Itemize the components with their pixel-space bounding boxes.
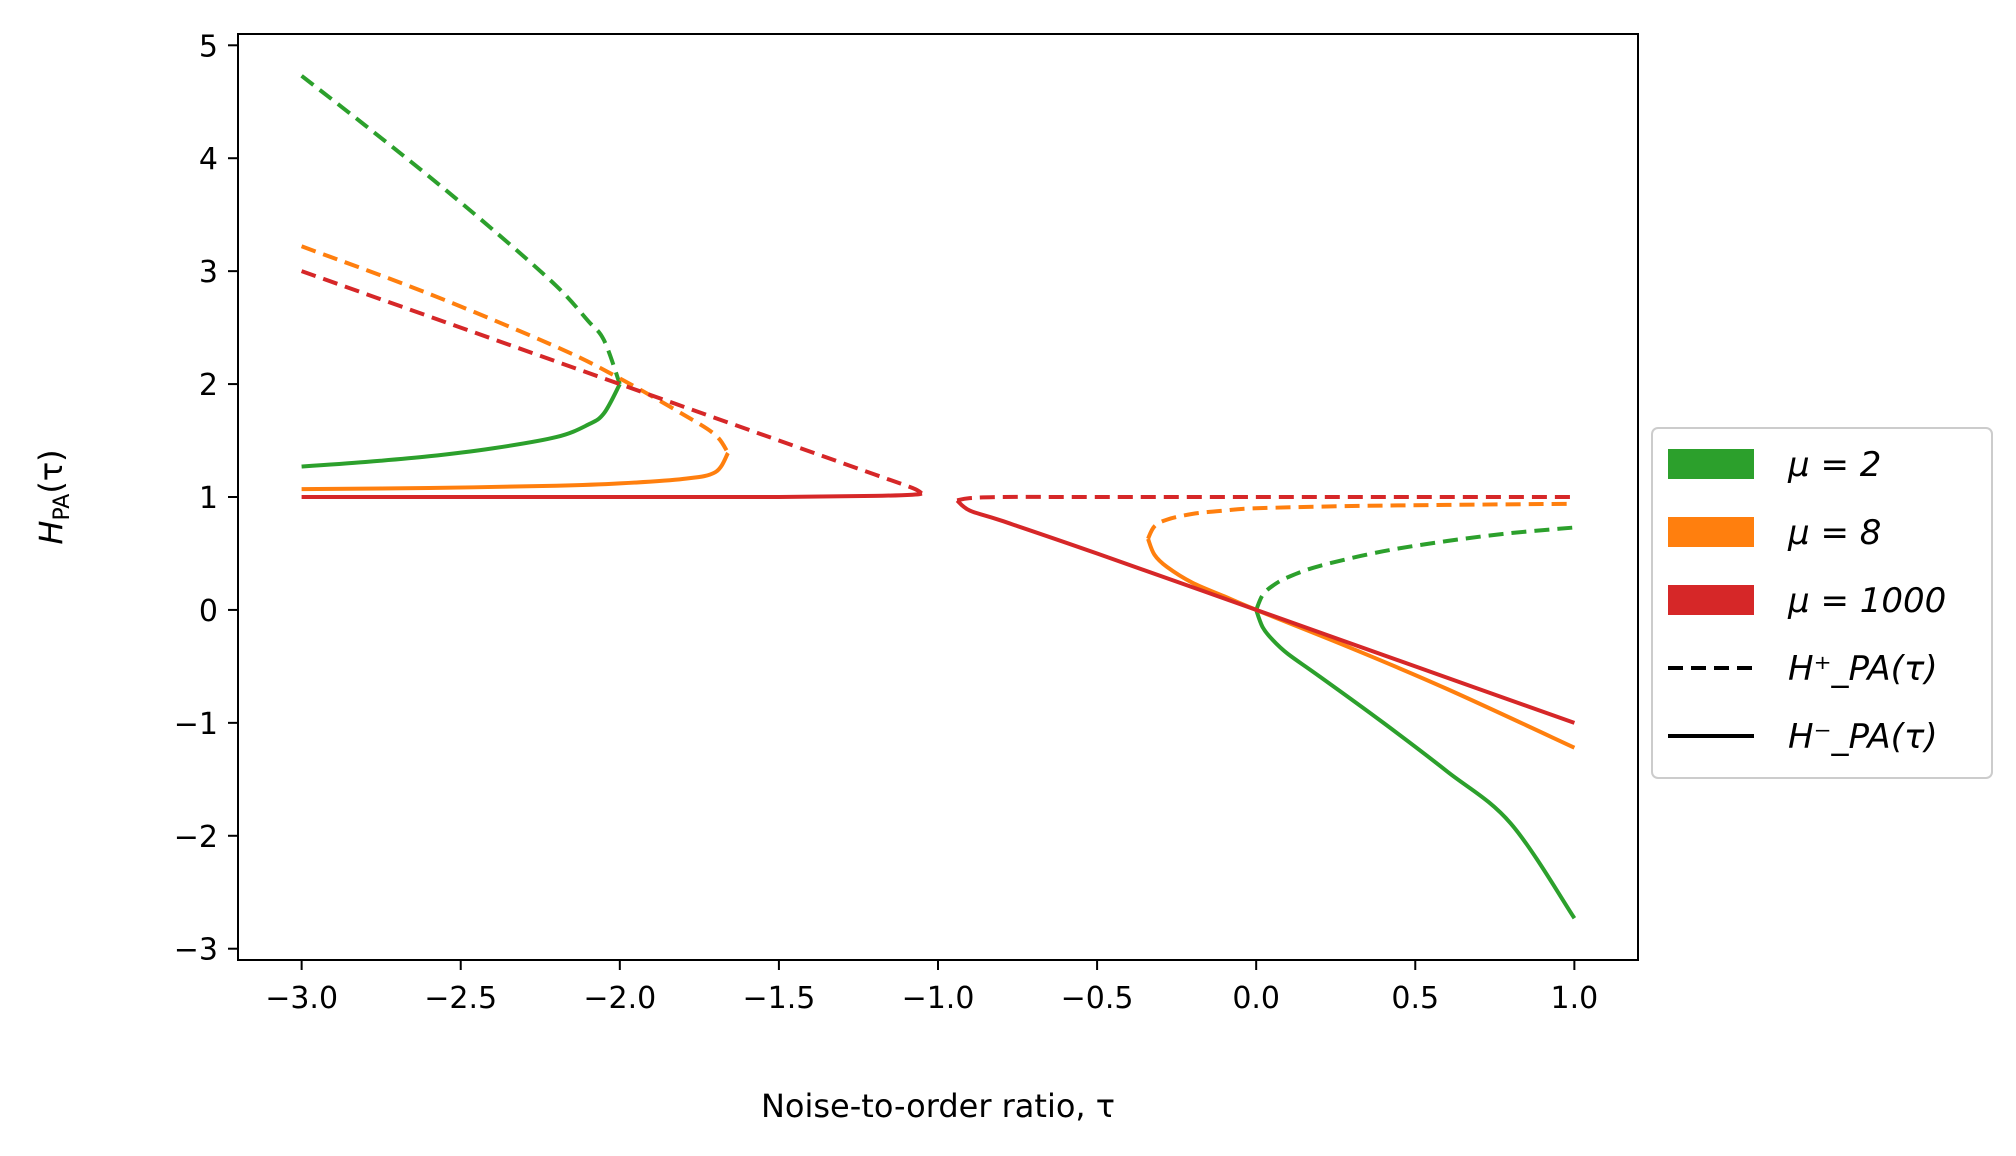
x-axis-ticks: −3.0 −2.5 −2.0 −1.5 −1.0 −0.5 0.0 0.5 1.0 [265, 960, 1598, 1016]
x-tick-label: 1.0 [1551, 981, 1599, 1016]
series-line-mu8-plus-left [300, 244, 730, 455]
y-tick-label: 1 [199, 481, 218, 516]
legend-label: H⁻_PA(τ) [1788, 717, 1938, 757]
x-tick-label: −1.0 [902, 981, 975, 1016]
series-line-mu8-minus-right [1146, 538, 1576, 750]
y-axis-ticks: −3 −2 −1 0 1 2 3 4 5 [174, 29, 238, 968]
x-tick-label: −0.5 [1061, 981, 1134, 1016]
x-tick-label: −2.0 [583, 981, 656, 1016]
y-axis-label: HPA(τ) [32, 449, 75, 544]
x-tick-label: −2.5 [424, 981, 497, 1016]
y-tick-label: 2 [199, 368, 218, 403]
y-tick-label: −1 [174, 707, 218, 742]
legend-label: μ = 8 [1787, 513, 1881, 553]
series-line-mu1000-minus-right [955, 498, 1576, 725]
legend-box [1651, 427, 1993, 779]
legend-swatch [1668, 585, 1754, 615]
series-line-mu2-minus-right [1254, 609, 1577, 920]
series-line-mu8-minus-left [301, 451, 730, 492]
y-tick-label: 5 [199, 29, 218, 64]
series-line-mu1000-minus-left [301, 491, 923, 500]
y-tick-label: 3 [199, 255, 218, 290]
legend-label: μ = 1000 [1787, 581, 1946, 621]
legend-swatch [1668, 449, 1754, 479]
x-tick-label: −1.5 [742, 981, 815, 1016]
x-tick-label: 0.0 [1232, 981, 1280, 1016]
y-tick-label: 4 [199, 142, 218, 177]
legend-swatch [1668, 517, 1754, 547]
x-tick-label: 0.5 [1391, 981, 1439, 1016]
plot-lines [300, 74, 1577, 920]
series-line-mu8-plus-right [1146, 501, 1575, 540]
series-line-mu1000-plus-right [956, 494, 1575, 503]
x-axis-label: Noise-to-order ratio, τ [761, 1087, 1115, 1125]
series-line-mu2-plus-right [1254, 525, 1575, 611]
y-tick-label: −3 [174, 933, 218, 968]
y-tick-label: 0 [199, 594, 218, 629]
legend-label: μ = 2 [1787, 445, 1881, 485]
y-tick-label: −2 [174, 820, 218, 855]
series-line-mu1000-plus-left [300, 269, 924, 496]
x-tick-label: −3.0 [265, 981, 338, 1016]
series-line-mu2-plus-left [300, 74, 622, 385]
legend: μ = 2 μ = 8 μ = 1000 H⁺_PA(τ) H⁻_PA(τ) [1651, 427, 1993, 779]
legend-label: H⁺_PA(τ) [1788, 649, 1938, 689]
series-line-mu2-minus-left [301, 383, 622, 469]
